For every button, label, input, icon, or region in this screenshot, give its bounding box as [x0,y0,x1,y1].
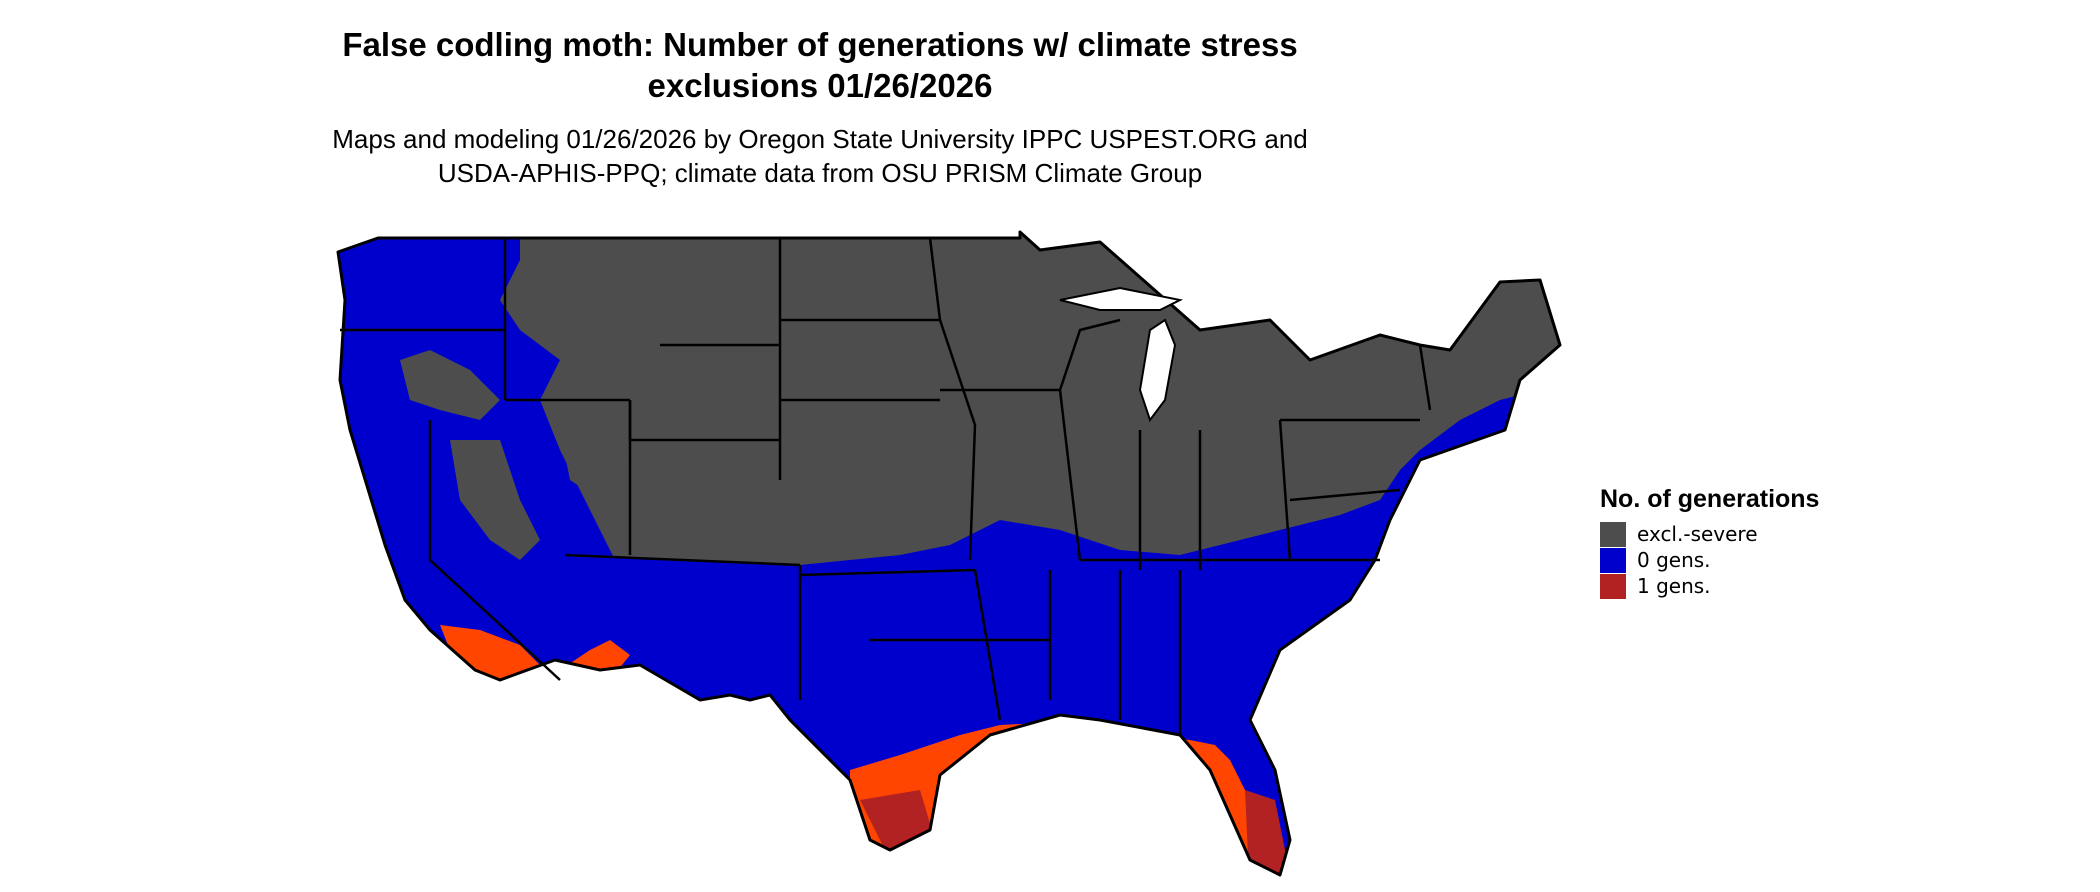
map-us-outline [336,230,1562,877]
map-lake-michigan [1138,318,1177,423]
map-subtitle-line2: USDA-APHIS-PPQ; climate data from OSU PR… [437,158,1203,188]
legend-label-1-gens: 1 gens. [1637,574,1711,598]
legend-label-excluded: excl.-severe [1637,522,1758,546]
map-excluded-west-patch-1 [400,350,500,420]
map-subtitle: Maps and modeling 01/26/2026 by Oregon S… [0,122,1640,190]
legend-swatch-excluded [1600,521,1626,547]
legend-item: excl.-severe [1600,521,1820,547]
map-state-borders [340,237,1432,735]
map-lake-superior [1059,286,1184,311]
map-legend: No. of generations excl.-severe 0 gens. … [1600,485,1820,599]
map-subtitle-line1: Maps and modeling 01/26/2026 by Oregon S… [332,124,1308,154]
legend-swatch-0-gens [1600,547,1626,573]
legend-items: excl.-severe 0 gens. 1 gens. [1600,521,1820,599]
map-title-line2: exclusions 01/26/2026 [647,67,993,104]
map-excluded-west-patch-2 [450,440,540,560]
map-zone-1-gen-socal [440,625,540,680]
legend-title: No. of generations [1600,485,1820,513]
legend-swatch-1-gens [1600,573,1626,599]
map-title-line1: False codling moth: Number of generation… [342,26,1298,63]
legend-label-0-gens: 0 gens. [1637,548,1711,572]
map-excluded-west-patch-3 [560,430,640,500]
map-title: False codling moth: Number of generation… [0,24,1640,106]
legend-item: 0 gens. [1600,547,1820,573]
legend-item: 1 gens. [1600,573,1820,599]
